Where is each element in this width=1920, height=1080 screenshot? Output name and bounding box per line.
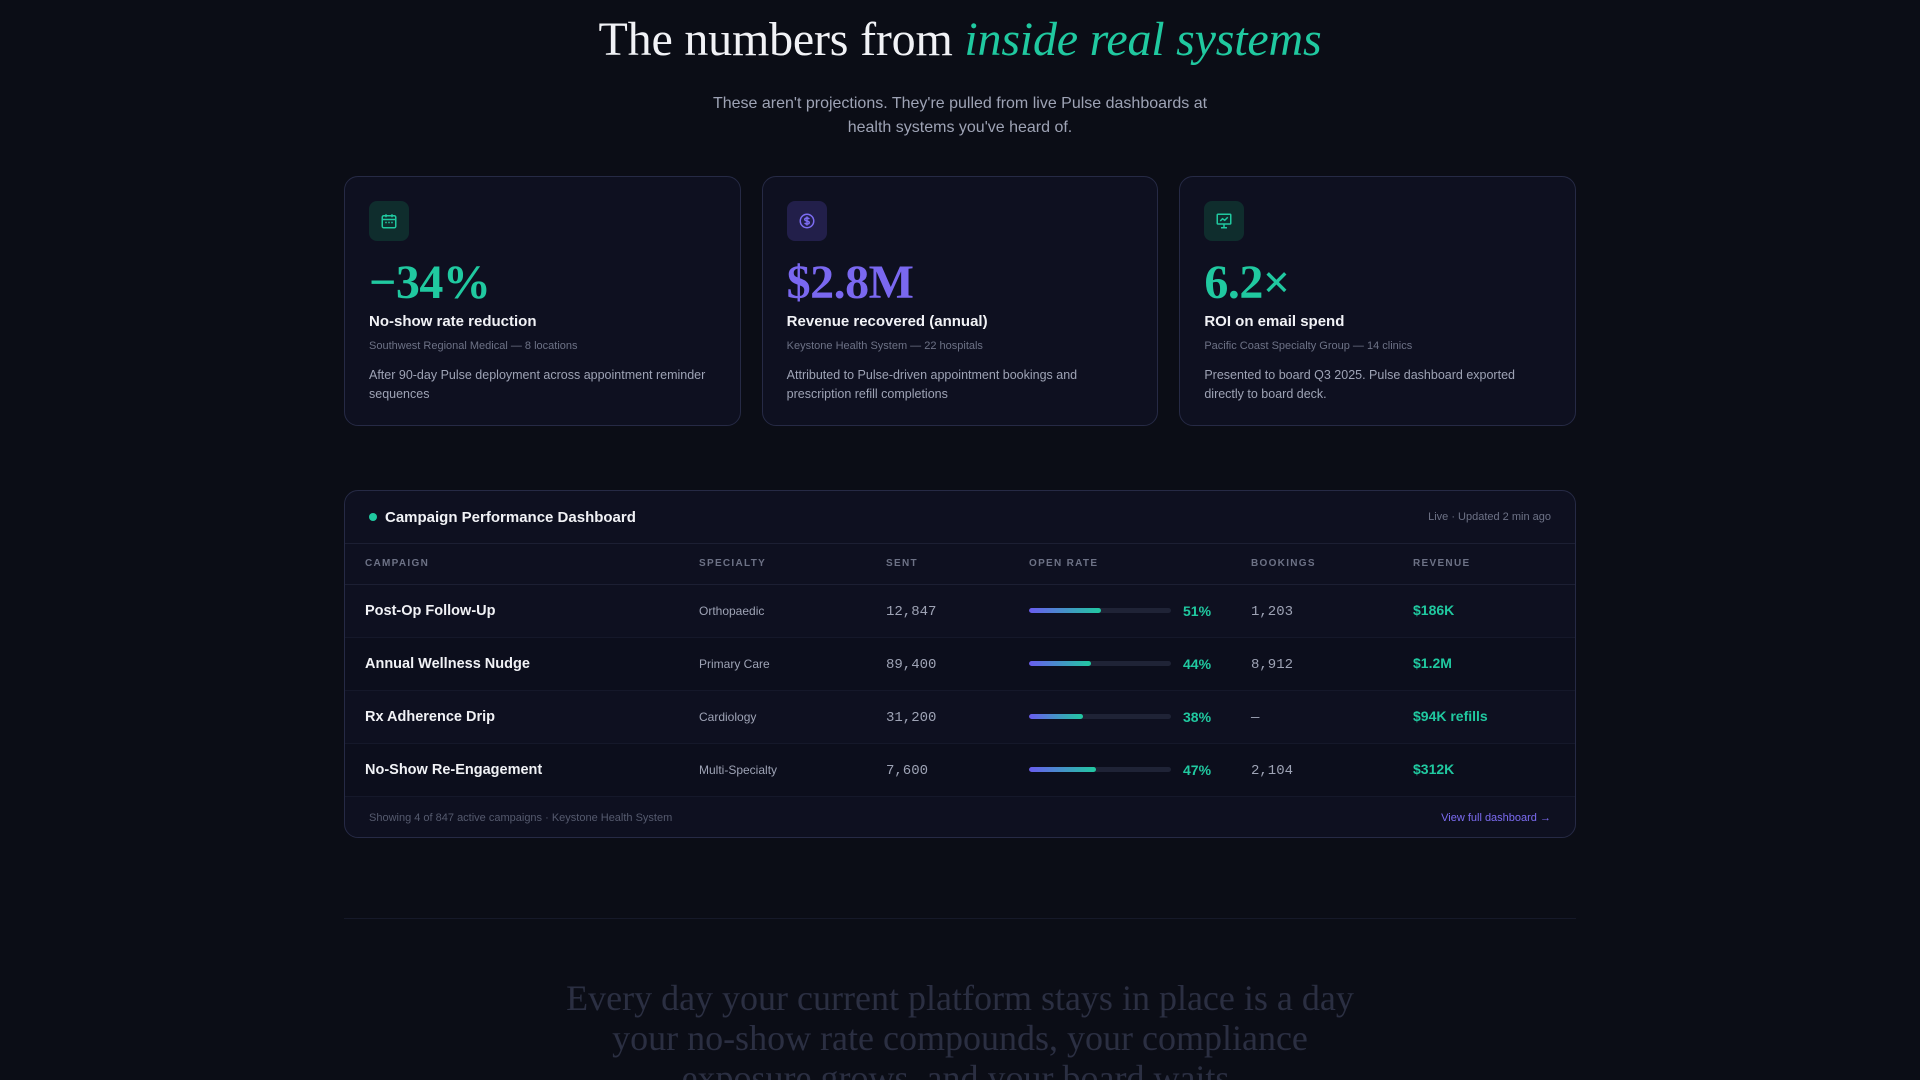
open-rate-bar-fill <box>1029 608 1102 613</box>
table-row[interactable]: Post-Op Follow-Up Orthopaedic 12,847 51%… <box>345 584 1575 638</box>
stat-card-no-show: −34% No-show rate reduction Southwest Re… <box>344 176 741 426</box>
hero-title-plain: The numbers from <box>598 13 965 66</box>
column-header-bookings[interactable]: BOOKINGS <box>1251 544 1413 585</box>
campaign-name: No-Show Re-Engagement <box>365 761 543 778</box>
table-header-row: CAMPAIGN SPECIALTY SENT OPEN RATE BOOKIN… <box>345 544 1575 585</box>
stat-metric: $2.8M <box>786 256 914 309</box>
dashboard-status: Live · Updated 2 min ago <box>1428 511 1551 523</box>
stat-description: Attributed to Pulse-driven appointment b… <box>786 368 1078 401</box>
campaign-table: CAMPAIGN SPECIALTY SENT OPEN RATE BOOKIN… <box>345 544 1575 797</box>
open-rate: 51% <box>1029 603 1251 619</box>
specialty: Orthopaedic <box>699 603 765 618</box>
open-rate-value: 51% <box>1183 602 1212 619</box>
sent-count: 31,200 <box>886 709 937 726</box>
open-rate-bar <box>1029 767 1171 772</box>
column-header-open-rate[interactable]: OPEN RATE <box>1029 544 1251 585</box>
stat-description: After 90-day Pulse deployment across app… <box>369 368 706 401</box>
stat-description: Presented to board Q3 2025. Pulse dashbo… <box>1204 368 1515 401</box>
open-rate: 38% <box>1029 709 1251 725</box>
calendar-icon <box>369 201 409 241</box>
open-rate: 44% <box>1029 656 1251 672</box>
open-rate-bar <box>1029 714 1171 719</box>
bookings-count: 8,912 <box>1251 656 1294 673</box>
specialty: Cardiology <box>699 709 757 724</box>
hero-section: The numbers from inside real systems The… <box>0 0 1920 140</box>
stat-title: ROI on email spend <box>1204 313 1345 330</box>
specialty: Multi-Specialty <box>699 762 778 777</box>
stat-title: No-show rate reduction <box>369 313 537 330</box>
campaign-name: Post-Op Follow-Up <box>365 602 496 619</box>
stat-card-roi: 6.2× ROI on email spend Pacific Coast Sp… <box>1179 176 1577 426</box>
stats-cards: −34% No-show rate reduction Southwest Re… <box>344 176 1577 426</box>
sent-count: 7,600 <box>886 762 929 779</box>
bookings-count: 2,104 <box>1251 762 1294 779</box>
footer-summary: Showing 4 of 847 active campaigns · Keys… <box>369 811 673 824</box>
stat-source: Pacific Coast Specialty Group — 14 clini… <box>1204 340 1413 352</box>
table-row[interactable]: Annual Wellness Nudge Primary Care 89,40… <box>345 637 1575 691</box>
column-header-revenue[interactable]: REVENUE <box>1413 544 1575 585</box>
stat-metric: 6.2× <box>1204 256 1290 309</box>
dashboard-title-text: Campaign Performance Dashboard <box>385 508 636 526</box>
open-rate-value: 47% <box>1183 761 1212 778</box>
sent-count: 89,400 <box>886 656 937 673</box>
presentation-chart-icon <box>1204 201 1245 241</box>
campaign-name: Rx Adherence Drip <box>365 708 495 725</box>
revenue-value: $1.2M <box>1413 654 1452 671</box>
revenue-value: $94K refills <box>1413 707 1488 724</box>
view-full-dashboard-link[interactable]: View full dashboard → <box>1441 811 1551 824</box>
column-header-sent[interactable]: SENT <box>886 544 1029 585</box>
bookings-count: — <box>1251 709 1260 726</box>
table-row[interactable]: No-Show Re-Engagement Multi-Specialty 7,… <box>345 743 1575 797</box>
column-header-specialty[interactable]: SPECIALTY <box>699 544 886 585</box>
open-rate-bar <box>1029 608 1171 613</box>
stat-metric: −34% <box>369 256 491 309</box>
bookings-count: 1,203 <box>1251 603 1294 620</box>
dollar-icon <box>786 201 827 241</box>
open-rate-bar-fill <box>1029 661 1092 666</box>
dashboard-title: Campaign Performance Dashboard <box>369 509 636 526</box>
open-rate-value: 44% <box>1183 655 1212 672</box>
hero-subtitle: These aren't projections. They're pulled… <box>712 95 1208 136</box>
open-rate-bar-fill <box>1029 714 1083 719</box>
dashboard-footer: Showing 4 of 847 active campaigns · Keys… <box>345 797 1575 838</box>
stat-title: Revenue recovered (annual) <box>786 313 988 330</box>
stat-source: Southwest Regional Medical — 8 locations <box>369 340 578 352</box>
revenue-value: $186K <box>1413 601 1455 618</box>
stat-card-revenue: $2.8M Revenue recovered (annual) Keyston… <box>761 176 1159 426</box>
open-rate-bar-fill <box>1029 767 1096 772</box>
table-row[interactable]: Rx Adherence Drip Cardiology 31,200 38% … <box>345 690 1575 744</box>
closing-statement: Every day your current platform stays in… <box>566 978 1354 1080</box>
dashboard-header: Campaign Performance Dashboard Live · Up… <box>345 491 1575 544</box>
sent-count: 12,847 <box>886 603 937 620</box>
campaign-name: Annual Wellness Nudge <box>365 655 530 672</box>
hero-title: The numbers from inside real systems <box>0 14 1920 66</box>
live-indicator-icon <box>369 513 377 521</box>
section-divider <box>344 918 1576 919</box>
open-rate: 47% <box>1029 762 1251 778</box>
hero-title-accent: inside real systems <box>964 13 1322 66</box>
open-rate-value: 38% <box>1183 708 1212 725</box>
column-header-campaign[interactable]: CAMPAIGN <box>345 544 699 585</box>
campaign-dashboard: Campaign Performance Dashboard Live · Up… <box>344 490 1576 838</box>
specialty: Primary Care <box>699 656 770 671</box>
open-rate-bar <box>1029 661 1171 666</box>
stat-source: Keystone Health System — 22 hospitals <box>786 340 983 352</box>
revenue-value: $312K <box>1413 760 1455 777</box>
